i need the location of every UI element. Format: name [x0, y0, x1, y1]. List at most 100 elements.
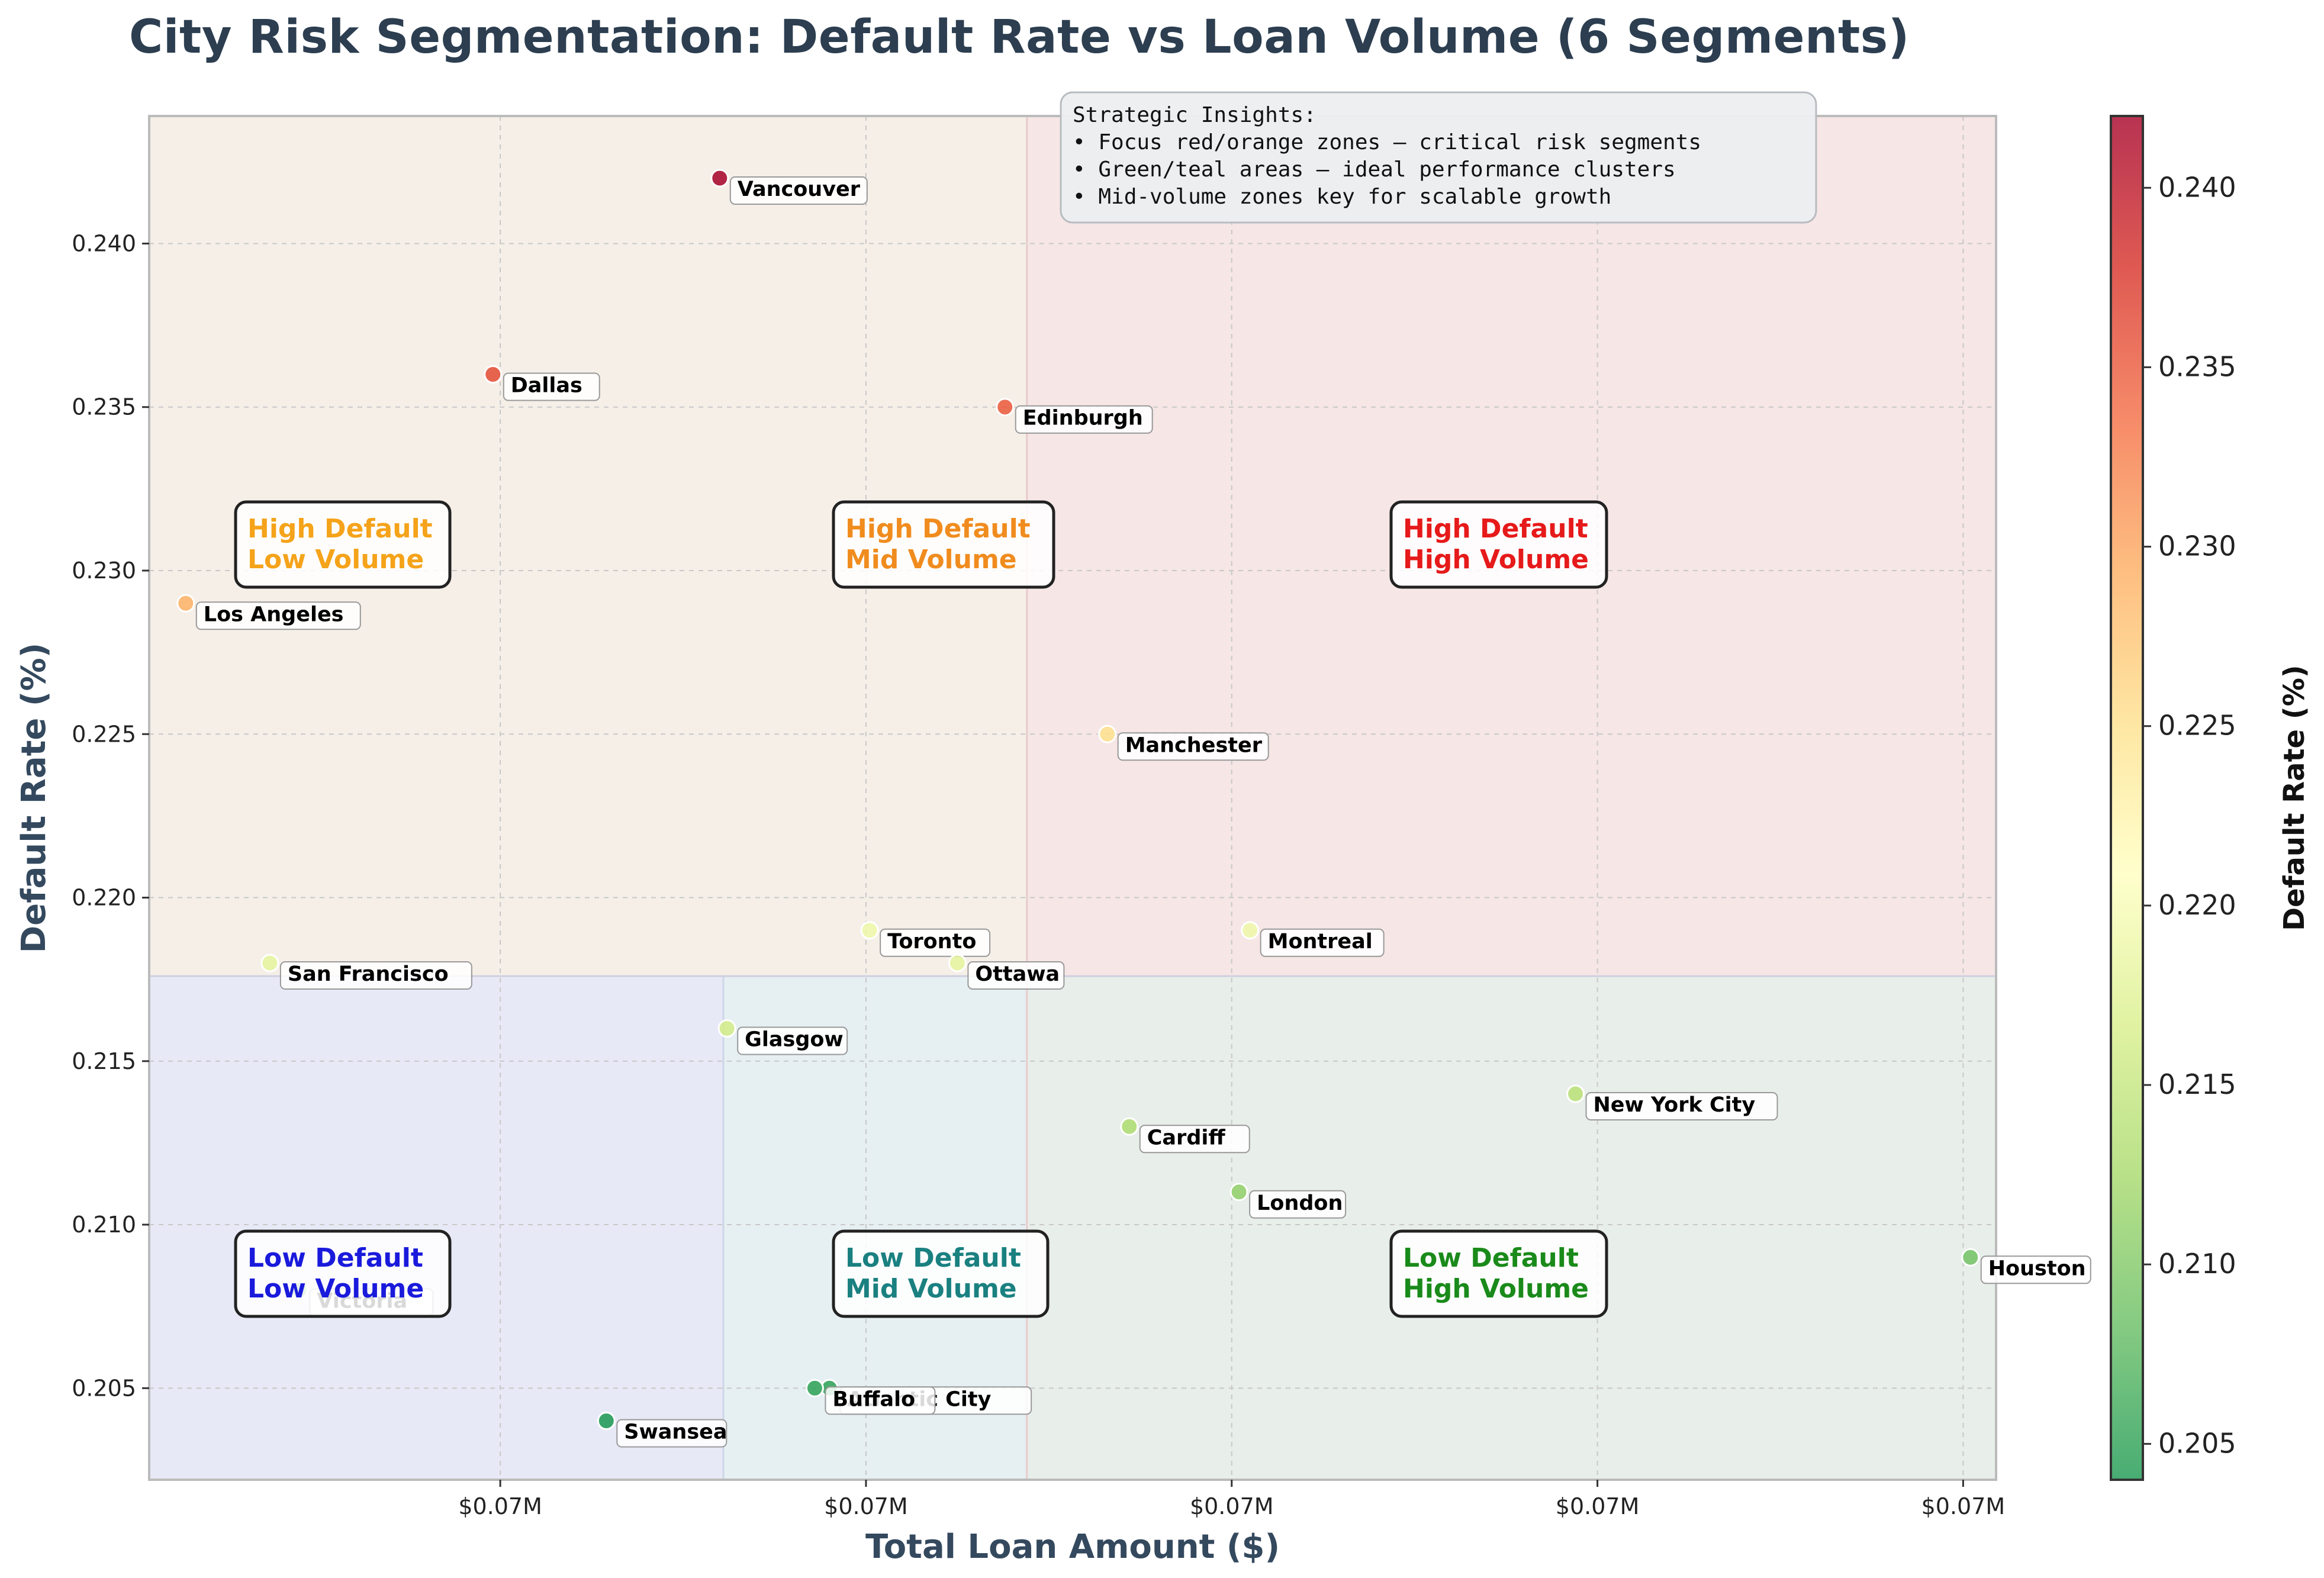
point-label: Swansea	[624, 1421, 727, 1444]
zone-low-default-high-volume	[1026, 976, 1996, 1480]
y-tick-label: 0.210	[72, 1212, 136, 1238]
point-label-box	[825, 1386, 936, 1415]
point-label: London	[1257, 1191, 1343, 1215]
segment-label-box	[1389, 500, 1608, 589]
point-label: Montreal	[1268, 930, 1373, 954]
y-tick-label: 0.225	[72, 721, 136, 747]
y-tick-label: 0.205	[72, 1375, 136, 1401]
y-axis-ticks: 0.205 0.210 0.215 0.220 0.225 0.230 0.235 0.240	[72, 230, 149, 1401]
point-label: Glasgow	[745, 1028, 844, 1052]
y-tick-label: 0.235	[72, 394, 136, 420]
point-label-box	[1015, 405, 1153, 434]
data-point	[484, 365, 503, 384]
data-point	[1961, 1248, 1980, 1267]
zone-low-default-low-volume	[149, 976, 723, 1480]
data-point	[717, 1019, 736, 1038]
point-label-box	[1585, 1092, 1778, 1121]
point-label-box	[1139, 1125, 1250, 1154]
point-label: New York City	[1594, 1093, 1756, 1117]
data-point	[1241, 921, 1260, 940]
y-axis-label: Default Rate (%)	[15, 643, 53, 953]
chart-title: City Risk Segmentation: Default Rate vs …	[0, 11, 2324, 70]
colorbar-tick-label: 0.205	[2158, 1427, 2236, 1459]
segment-label: Low Volume	[247, 545, 424, 575]
insights-heading: Strategic Insights:	[1073, 103, 1316, 127]
data-point	[860, 921, 879, 940]
point-label: San Francisco	[288, 962, 449, 986]
insights-line: • Focus red/orange zones – critical risk…	[1073, 130, 1701, 154]
colorbar-tick-label: 0.220	[2158, 889, 2236, 921]
chart-title-text: City Risk Segmentation: Default Rate vs …	[129, 11, 1910, 64]
point-label: Ottawa	[975, 962, 1060, 986]
data-point	[1566, 1084, 1585, 1103]
segment-label: High Volume	[1403, 545, 1589, 575]
insights-box: Strategic Insights: • Focus red/orange zo…	[1060, 91, 1817, 224]
x-tick-label: $0.07M	[458, 1493, 542, 1519]
segment-label: High Volume	[1403, 1274, 1589, 1304]
segment-label-box	[234, 500, 452, 589]
segment-label: High Default	[845, 514, 1031, 544]
point-label: Buffalo	[832, 1387, 915, 1411]
insights-line: • Green/teal areas – ideal performance c…	[1073, 157, 1676, 182]
segment-label-box	[1389, 1229, 1608, 1318]
colorbar-tick-label: 0.225	[2158, 710, 2236, 742]
point-label-box	[616, 1419, 728, 1448]
segment-label-box	[234, 1229, 452, 1318]
data-point	[948, 954, 967, 972]
segment-label: High Default	[247, 514, 433, 544]
point-label: Los Angeles	[204, 603, 344, 626]
y-tick-label: 0.230	[72, 558, 136, 584]
point-label: Cardiff	[1147, 1126, 1226, 1149]
x-tick-label: $0.07M	[824, 1493, 908, 1519]
point-label-box	[729, 176, 868, 205]
data-point	[1098, 724, 1117, 743]
data-point	[176, 594, 195, 613]
colorbar: 0.205 0.210 0.215 0.220 0.225 0.230 0.235 0.240…	[2110, 115, 2311, 1481]
x-axis-ticks: $0.07M $0.07M $0.07M $0.07M $0.07M	[458, 1480, 2005, 1519]
data-point	[805, 1379, 824, 1397]
colorbar-tick-label: 0.210	[2158, 1248, 2236, 1280]
segment-label-box	[832, 1229, 1050, 1318]
x-tick-label: $0.07M	[1921, 1493, 2006, 1519]
segment-label-box	[832, 500, 1055, 589]
point-label-box	[967, 961, 1065, 990]
insights-line: • Mid-volume zones key for scalable grow…	[1073, 185, 1611, 209]
data-point	[1120, 1117, 1139, 1136]
y-tick-label: 0.220	[72, 885, 136, 911]
colorbar-tick-label: 0.215	[2158, 1068, 2236, 1100]
insights-box-bg	[1060, 91, 1817, 224]
point-label-box	[1260, 928, 1385, 957]
x-tick-label: $0.07M	[1190, 1493, 1274, 1519]
segment-label: Mid Volume	[845, 545, 1017, 575]
grid-lines	[149, 116, 1996, 1480]
y-tick-label: 0.240	[72, 230, 136, 256]
x-axis-label: Total Loan Amount ($)	[865, 1528, 1280, 1566]
y-tick-label: 0.215	[72, 1048, 136, 1074]
point-label-box	[195, 601, 361, 630]
point-label-box	[503, 372, 600, 401]
point-label-box	[737, 1026, 848, 1055]
data-point	[710, 169, 729, 188]
data-point	[597, 1412, 616, 1431]
point-label-box	[880, 928, 991, 957]
data-point	[1229, 1183, 1248, 1202]
segment-label: High Default	[1403, 514, 1588, 544]
colorbar-tick-label: 0.230	[2158, 530, 2236, 562]
point-label: Dallas	[511, 373, 582, 397]
point-label-box	[279, 961, 472, 990]
x-tick-label: $0.07M	[1556, 1493, 1640, 1519]
segment-label: Low Default	[845, 1243, 1021, 1273]
colorbar-label: Default Rate (%)	[2278, 665, 2311, 930]
point-label-box	[1117, 732, 1269, 761]
segment-label: Mid Volume	[845, 1274, 1017, 1304]
colorbar-tick-label: 0.240	[2158, 171, 2236, 203]
data-point	[996, 398, 1015, 417]
point-label-box	[1249, 1190, 1347, 1219]
segment-label: Low Volume	[247, 1274, 424, 1304]
point-label: Edinburgh	[1023, 407, 1143, 430]
point-label: Houston	[1988, 1257, 2086, 1280]
colorbar-gradient	[2110, 115, 2144, 1481]
point-label-box	[1980, 1255, 2091, 1284]
